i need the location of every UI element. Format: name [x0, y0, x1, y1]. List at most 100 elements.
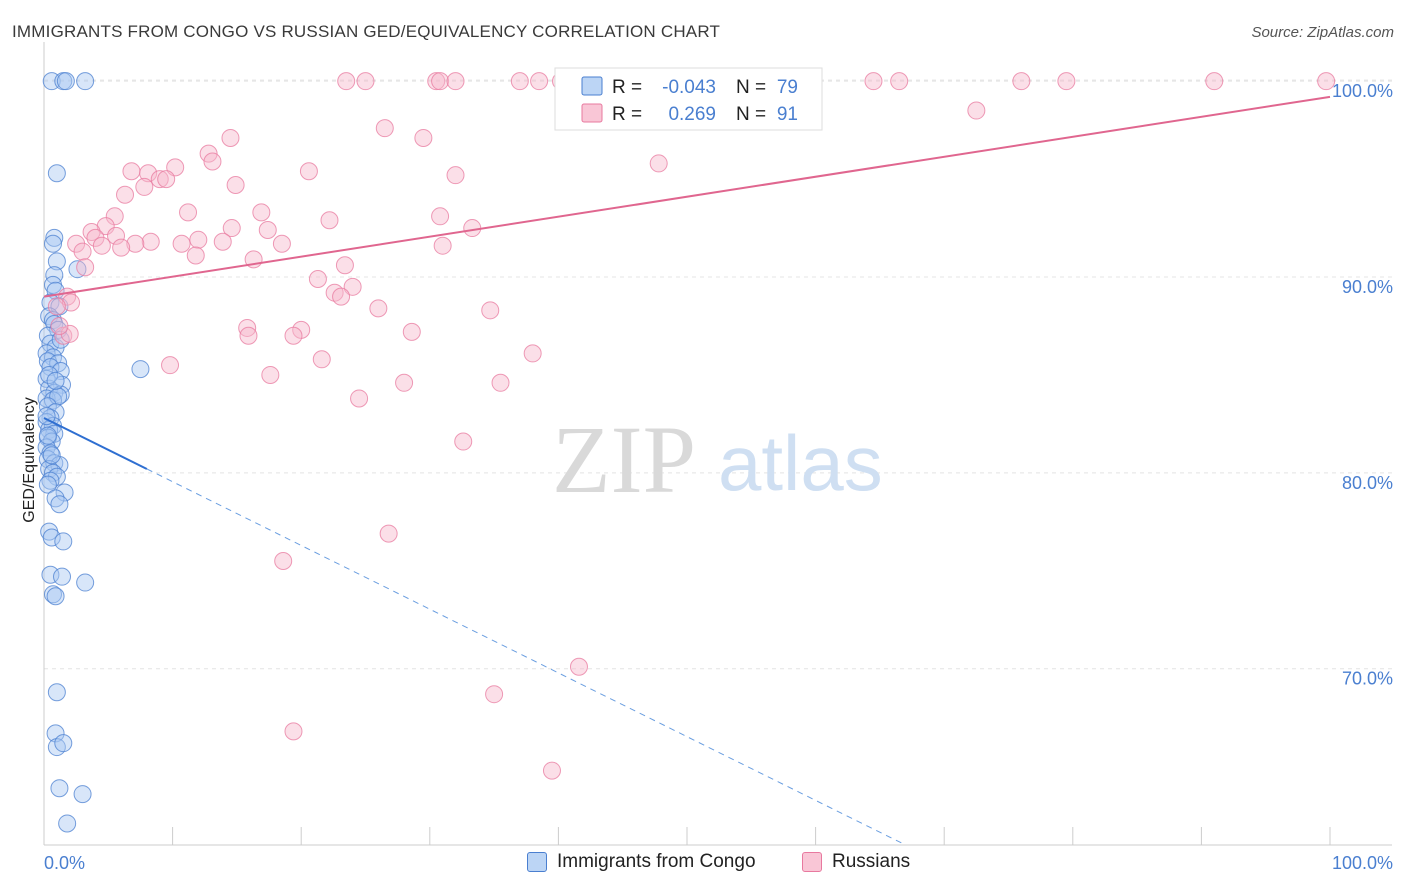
stats-r-label-congo: R =	[612, 77, 642, 98]
point-russians-75	[261, 365, 280, 384]
point-russians-87	[76, 258, 95, 277]
point-russians-85	[542, 761, 561, 780]
point-russians-74	[161, 356, 180, 375]
watermark-atlas: atlas	[718, 419, 883, 507]
point-congo-4	[47, 164, 66, 183]
point-congo-64	[44, 585, 63, 604]
point-russians-6	[530, 72, 549, 91]
point-russians-65	[238, 318, 257, 337]
point-russians-23	[122, 162, 141, 181]
point-russians-76	[395, 373, 414, 392]
point-russians-73	[312, 350, 331, 369]
stats-n-label-russians: N =	[736, 104, 766, 125]
point-russians-29	[135, 177, 154, 196]
point-russians-52	[433, 236, 452, 255]
point-russians-9	[864, 72, 883, 91]
x-tick-label-0: 0.0%	[44, 853, 85, 873]
y-tick-label-1: 80.0%	[1342, 473, 1393, 493]
point-russians-58	[343, 277, 362, 296]
point-russians-28	[157, 170, 176, 189]
point-congo-72	[58, 814, 77, 833]
point-russians-42	[107, 226, 126, 245]
point-congo-7	[47, 252, 66, 271]
series-legend: Immigrants from Congo Russians	[0, 851, 1406, 879]
point-russians-10	[890, 72, 909, 91]
point-russians-40	[258, 221, 277, 240]
point-russians-30	[226, 175, 245, 194]
point-congo-78	[46, 371, 65, 390]
stats-swatch-russians	[581, 103, 603, 123]
point-russians-81	[274, 552, 293, 571]
point-russians-5	[510, 72, 529, 91]
point-russians-47	[172, 234, 191, 253]
point-russians-13	[1205, 72, 1224, 91]
stats-n-label-congo: N =	[736, 77, 766, 98]
point-congo-9	[45, 266, 64, 285]
point-russians-64	[481, 301, 500, 320]
trend-line-congo-extension	[146, 468, 906, 846]
point-russians-62	[62, 293, 81, 312]
point-russians-36	[431, 207, 450, 226]
point-congo-67	[46, 724, 65, 743]
point-russians-31	[116, 185, 135, 204]
grid-lines	[44, 79, 1392, 670]
watermark: ZIP atlas	[552, 406, 883, 513]
point-russians-53	[73, 242, 92, 261]
stats-r-label-russians: R =	[612, 104, 642, 125]
legend-swatch-congo	[527, 852, 547, 872]
point-russians-84	[284, 722, 303, 741]
point-russians-44	[189, 230, 208, 249]
y-tick-label-0: 70.0%	[1342, 669, 1393, 689]
point-russians-57	[308, 269, 327, 288]
point-russians-54	[186, 246, 205, 265]
point-russians-32	[179, 203, 198, 222]
point-russians-90	[50, 316, 69, 335]
point-russians-82	[569, 657, 588, 676]
point-russians-83	[485, 685, 504, 704]
point-congo-70	[50, 779, 69, 798]
point-russians-71	[284, 326, 303, 345]
point-congo-26	[51, 362, 70, 381]
point-russians-80	[379, 524, 398, 543]
point-congo-33	[37, 389, 56, 408]
point-russians-4	[446, 72, 465, 91]
point-russians-72	[523, 344, 542, 363]
watermark-zip: ZIP	[552, 406, 696, 513]
point-congo-3	[76, 72, 95, 91]
point-congo-63	[76, 573, 95, 592]
point-russians-43	[463, 219, 482, 238]
legend-label-russians: Russians	[832, 851, 911, 872]
point-russians-22	[299, 162, 318, 181]
point-russians-11	[1012, 72, 1031, 91]
stats-n-value-congo: 79	[777, 77, 798, 98]
y-axis-title: GED/Equivalency	[21, 397, 38, 522]
point-congo-54	[38, 475, 57, 494]
point-russians-45	[213, 232, 232, 251]
stats-swatch-congo	[581, 76, 603, 96]
stats-r-value-russians: 0.269	[668, 104, 716, 125]
trend-line-russians	[43, 95, 1331, 298]
point-russians-15	[967, 101, 986, 120]
point-russians-0	[337, 72, 356, 91]
point-congo-25	[41, 358, 60, 377]
point-congo-37	[46, 403, 65, 422]
stats-legend: R = -0.043 N = 79 R = 0.269 N = 91	[554, 67, 823, 131]
point-congo-27	[131, 360, 150, 379]
point-congo-65	[46, 587, 65, 606]
point-congo-61	[41, 565, 60, 584]
legend-item-congo[interactable]: Immigrants from Congo	[527, 851, 756, 873]
legend-item-russians[interactable]: Russians	[802, 851, 910, 873]
point-russians-49	[126, 234, 145, 253]
point-russians-39	[222, 219, 241, 238]
stats-r-value-congo: -0.043	[662, 77, 716, 98]
point-russians-33	[252, 203, 271, 222]
point-russians-27	[150, 170, 169, 189]
point-congo-59	[42, 528, 61, 547]
point-congo-62	[53, 567, 72, 586]
point-russians-60	[332, 287, 351, 306]
point-russians-63	[369, 299, 388, 318]
x-tick-label-1: 100.0%	[1332, 853, 1393, 873]
point-russians-3	[431, 72, 450, 91]
point-russians-35	[320, 211, 339, 230]
